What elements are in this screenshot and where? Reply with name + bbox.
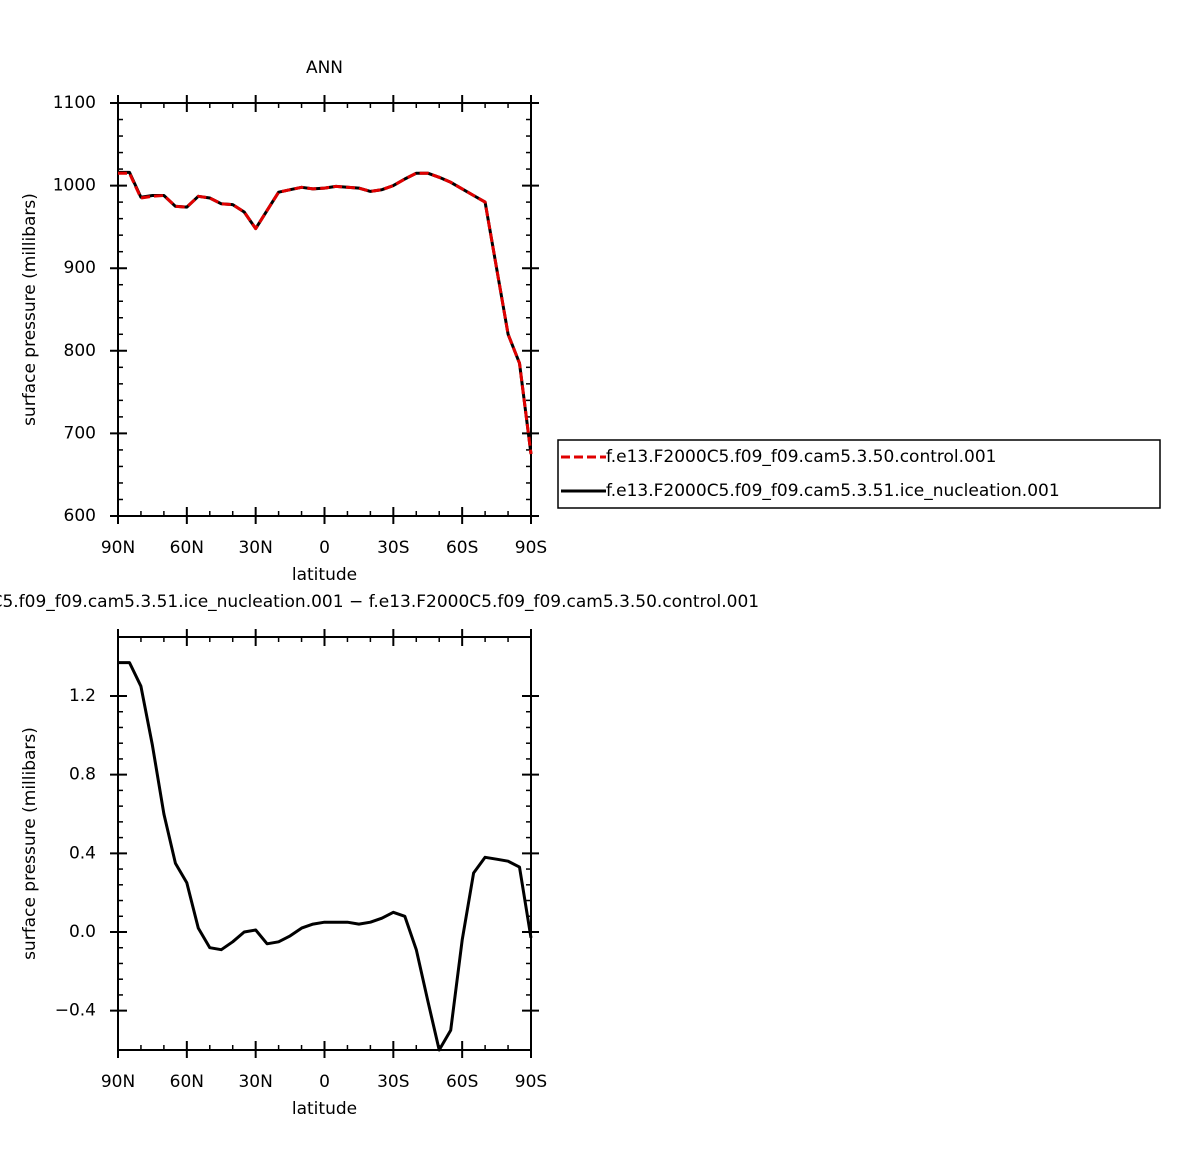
x-axis-label: latitude bbox=[292, 565, 357, 585]
x-tick-label: 30N bbox=[238, 1072, 272, 1092]
y-tick-label: 0.4 bbox=[69, 843, 96, 863]
x-tick-label: 60N bbox=[170, 538, 204, 558]
plot-frame bbox=[117, 102, 532, 517]
y-tick-label: 600 bbox=[64, 506, 96, 526]
y-tick-label: 900 bbox=[64, 258, 96, 278]
x-tick-label: 30N bbox=[238, 538, 272, 558]
y-tick-label: 1.2 bbox=[69, 686, 96, 706]
x-tick-label: 90N bbox=[101, 1072, 135, 1092]
y-tick-label: 1000 bbox=[53, 176, 96, 196]
legend-label: f.e13.F2000C5.f09_f09.cam5.3.51.ice_nucl… bbox=[606, 481, 1060, 501]
x-tick-label: 60N bbox=[170, 1072, 204, 1092]
legend-box bbox=[557, 439, 1161, 509]
x-tick-label: 90S bbox=[515, 1072, 547, 1092]
y-tick-label: 800 bbox=[64, 341, 96, 361]
x-tick-label: 30S bbox=[377, 538, 409, 558]
y-axis-label: surface pressure (millibars) bbox=[20, 727, 40, 960]
x-tick-label: 0 bbox=[319, 1072, 330, 1092]
y-tick-label: 1100 bbox=[53, 93, 96, 113]
x-tick-label: 60S bbox=[446, 538, 478, 558]
y-tick-label: 0.8 bbox=[69, 765, 96, 785]
data-line bbox=[118, 170, 533, 455]
x-tick-label: 60S bbox=[446, 1072, 478, 1092]
x-tick-label: 0 bbox=[319, 538, 330, 558]
plot-frame bbox=[117, 636, 532, 1051]
chart-title: f.e13.F2000C5.f09_f09.cam5.3.51.ice_nucl… bbox=[0, 592, 759, 612]
chart-title: ANN bbox=[306, 58, 343, 78]
data-line bbox=[118, 171, 533, 455]
legend-label: f.e13.F2000C5.f09_f09.cam5.3.50.control.… bbox=[606, 447, 997, 467]
data-line bbox=[118, 661, 533, 1052]
x-tick-label: 90N bbox=[101, 538, 135, 558]
y-tick-label: 700 bbox=[64, 423, 96, 443]
x-tick-label: 30S bbox=[377, 1072, 409, 1092]
x-axis-label: latitude bbox=[292, 1099, 357, 1119]
y-tick-label: −0.4 bbox=[55, 1001, 96, 1021]
y-axis-label: surface pressure (millibars) bbox=[20, 193, 40, 426]
y-tick-label: 0.0 bbox=[69, 922, 96, 942]
x-tick-label: 90S bbox=[515, 538, 547, 558]
